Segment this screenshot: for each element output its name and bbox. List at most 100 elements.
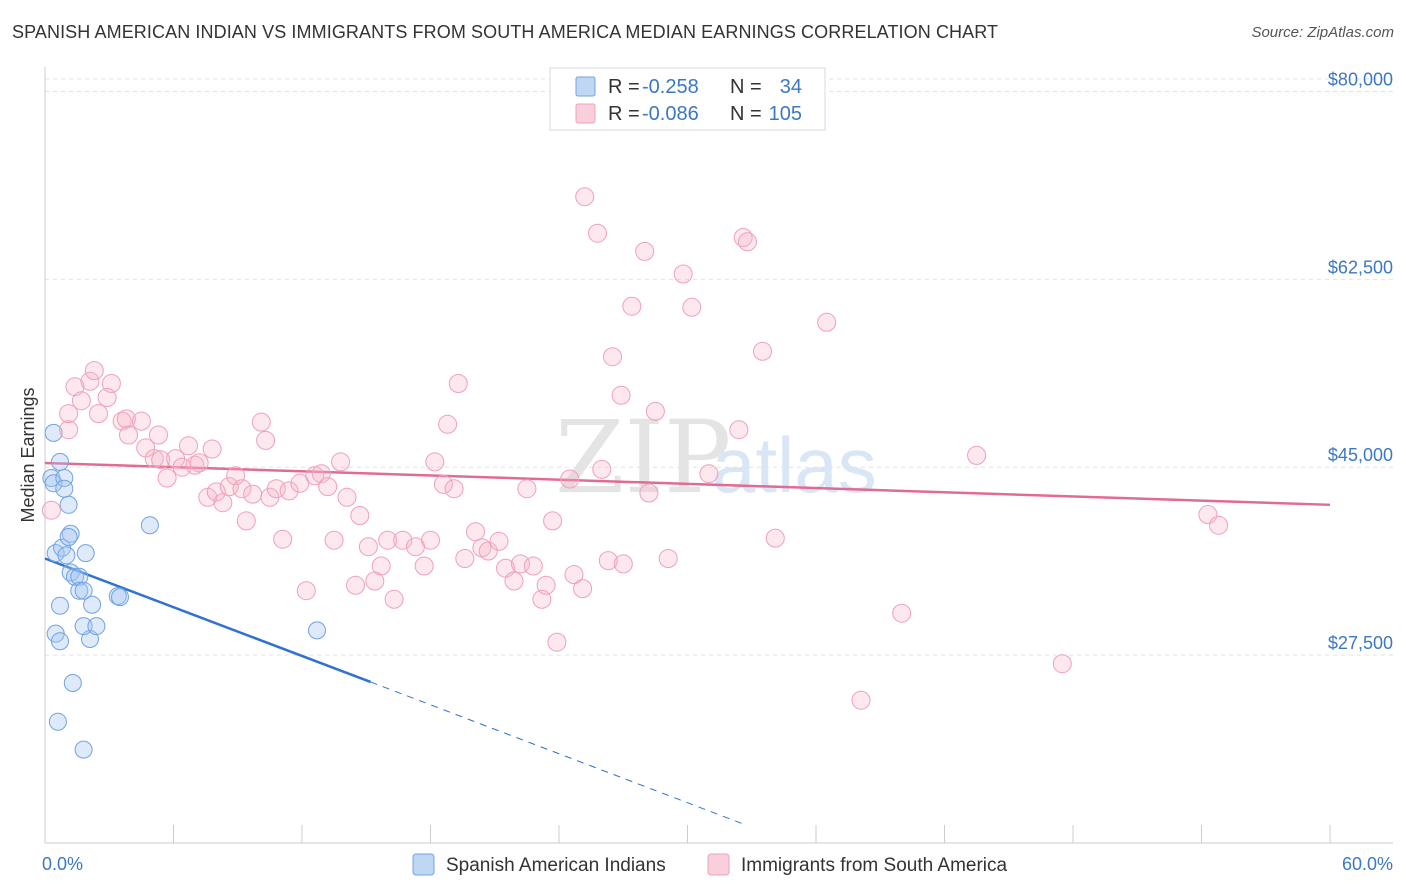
pink-point-83 [598, 551, 618, 571]
series-legend-swatch-blue [412, 853, 435, 876]
y-axis-label: Median Earnings [18, 387, 38, 522]
pink-point-71 [517, 479, 537, 499]
stats-legend-box [549, 67, 826, 131]
pink-trend-line [44, 461, 1331, 507]
pink-point-104 [1052, 654, 1072, 674]
y-tick-label-2: $45,000 [1328, 445, 1393, 465]
pink-point-91 [658, 549, 678, 568]
pink-point-78 [564, 565, 584, 585]
y-tick-labels: $80,000 $62,500 $45,000 $27,500 [1328, 69, 1393, 653]
pink-point-106 [1209, 515, 1229, 535]
pink-point-98 [753, 341, 772, 361]
pink-point-25 [202, 439, 222, 459]
pink-point-102 [892, 603, 912, 623]
pink-point-88 [611, 385, 631, 405]
series-legend-label-blue: Spanish American Indians [446, 855, 666, 876]
stats-legend-n-value-pink: 105 [769, 103, 802, 125]
pink-point-46 [337, 487, 357, 507]
pink-point-8 [101, 374, 121, 393]
pink-point-45 [331, 452, 351, 472]
blue-point-18 [51, 596, 69, 615]
series-legend-swatch-pink [707, 853, 730, 876]
pink-point-57 [421, 530, 440, 550]
pink-point-51 [371, 556, 391, 576]
blue-point-11 [59, 528, 78, 546]
blue-point-26 [87, 617, 106, 636]
pink-point-21 [179, 436, 198, 456]
pink-point-99 [765, 528, 785, 548]
blue-point-2 [44, 423, 63, 442]
watermark-zip: ZIP [555, 399, 731, 516]
stats-legend-n-label-blue: N = [730, 76, 762, 98]
pink-point-94 [699, 464, 719, 484]
blue-point-23 [51, 632, 69, 651]
pink-point-64 [466, 522, 485, 542]
pink-point-7 [89, 404, 108, 424]
pink-point-48 [350, 506, 370, 525]
pink-point-3 [65, 377, 85, 397]
gridlines [45, 78, 1393, 656]
pink-point-87 [639, 483, 659, 503]
stats-legend-n-label-pink: N = [730, 103, 762, 125]
pink-point-63 [455, 549, 475, 568]
pink-point-43 [318, 477, 338, 497]
pink-point-103 [967, 445, 987, 465]
blue-point-9 [57, 546, 76, 565]
stats-legend-r-value-pink: -0.086 [642, 103, 699, 125]
pink-point-75 [543, 511, 563, 531]
pink-point-11 [116, 409, 136, 429]
blue-point-15 [70, 567, 89, 586]
series-legend-label-pink: Immigrants from South America [741, 855, 1008, 876]
pink-point-26 [206, 482, 226, 502]
blue-point-27 [140, 516, 159, 535]
pink-point-23 [189, 453, 209, 473]
blue-point-16 [70, 581, 89, 600]
pink-point-62 [448, 374, 468, 393]
pink-point-32 [243, 484, 263, 504]
pink-point-31 [236, 511, 256, 531]
pink-point-92 [673, 264, 693, 284]
blue-point-29 [63, 674, 82, 692]
pink-point-97 [738, 232, 757, 252]
x-tick-label-min: 0.0% [42, 854, 83, 874]
pink-point-30 [232, 479, 252, 499]
pink-point-34 [256, 430, 276, 450]
pink-point-17 [151, 450, 171, 470]
pink-point-52 [378, 530, 398, 550]
pink-point-4 [71, 391, 91, 411]
pink-point-44 [324, 530, 344, 550]
y-tick-label-1: $62,500 [1328, 257, 1393, 277]
pink-point-66 [478, 541, 498, 561]
pink-point-82 [592, 459, 612, 479]
pink-point-47 [346, 575, 365, 595]
pink-point-18 [157, 468, 177, 488]
pink-point-90 [645, 401, 665, 421]
pink-point-0 [41, 500, 61, 520]
blue-point-12 [76, 544, 95, 563]
pink-point-85 [613, 554, 633, 574]
pink-point-79 [573, 579, 593, 599]
x-ticks [44, 825, 1331, 843]
blue-point-5 [55, 479, 74, 498]
blue-point-31 [74, 740, 93, 759]
watermark-atlas: atlas [712, 421, 877, 509]
pink-point-95 [729, 420, 749, 440]
stats-legend-swatch-pink [575, 103, 596, 124]
pink-point-84 [603, 347, 622, 367]
pink-point-59 [433, 474, 453, 494]
stats-legend-r-value-blue: -0.258 [642, 76, 699, 98]
pink-point-38 [279, 481, 299, 501]
pink-point-15 [144, 449, 164, 469]
pink-point-86 [635, 241, 655, 261]
pink-point-16 [149, 425, 168, 445]
pink-point-58 [425, 452, 445, 472]
blue-point-10 [61, 524, 80, 543]
pink-point-13 [131, 411, 151, 431]
pink-point-69 [504, 571, 524, 591]
blue-point-4 [55, 469, 74, 487]
x-tick-label-max: 60.0% [1342, 854, 1393, 874]
stats-legend-n-value-blue: 34 [780, 76, 802, 98]
pink-point-73 [532, 589, 552, 609]
y-tick-label-3: $27,500 [1328, 633, 1393, 653]
